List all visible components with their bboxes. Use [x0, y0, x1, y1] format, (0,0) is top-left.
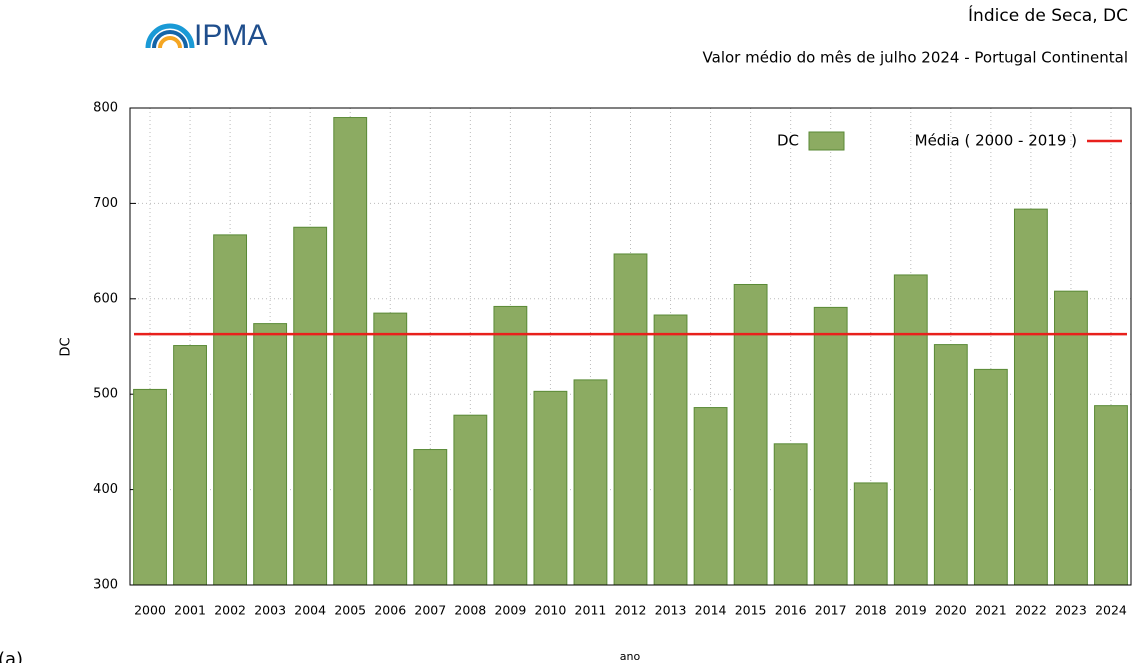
bar	[813, 306, 848, 586]
x-tick-label: 2005	[334, 603, 366, 618]
bar	[533, 390, 568, 586]
bar	[773, 443, 808, 586]
logo-arc	[158, 36, 182, 49]
bar	[853, 482, 888, 586]
x-axis-label: ano	[620, 650, 641, 663]
x-tick-label: 2014	[695, 603, 727, 618]
logo-arc	[145, 23, 195, 49]
bar	[253, 323, 288, 586]
panel-label: (a)	[0, 649, 23, 663]
bar	[213, 234, 248, 586]
bar	[613, 253, 648, 586]
x-tick-label: 2004	[294, 603, 326, 618]
x-tick-label: 2008	[454, 603, 486, 618]
y-tick-label: 400	[93, 482, 118, 497]
x-tick-label: 2007	[414, 603, 446, 618]
legend-label: Média ( 2000 - 2019 )	[915, 132, 1077, 150]
bar	[933, 344, 968, 586]
x-tick-label: 2009	[494, 603, 526, 618]
x-tick-label: 2016	[775, 603, 807, 618]
x-tick-label: 2002	[214, 603, 246, 618]
plot-frame	[129, 107, 1132, 586]
y-tick-label: 800	[93, 101, 118, 116]
bar	[133, 388, 167, 586]
bar	[1094, 405, 1128, 586]
y-tick-label: 600	[93, 291, 118, 306]
logo-text: IPMA	[194, 19, 267, 52]
x-tick-label: 2006	[374, 603, 406, 618]
y-axis-label: DC	[59, 337, 74, 356]
y-tick-label: 300	[93, 578, 118, 593]
x-tick-label: 2012	[615, 603, 647, 618]
bar	[693, 407, 728, 586]
x-tick-label: 2022	[1015, 603, 1047, 618]
legend-label: DC	[777, 132, 799, 150]
x-tick-label: 2017	[815, 603, 847, 618]
chart-subtitle: Valor médio do mês de julho 2024 - Portu…	[703, 49, 1128, 67]
x-tick-label: 2024	[1095, 603, 1127, 618]
chart-title: Índice de Seca, DC	[968, 4, 1128, 26]
x-tick-label: 2019	[895, 603, 927, 618]
legend-swatch	[808, 131, 845, 151]
bar	[733, 283, 768, 586]
bar	[1013, 208, 1048, 586]
x-tick-label: 2021	[975, 603, 1007, 618]
x-tick-label: 2023	[1055, 603, 1087, 618]
x-tick-label: 2001	[174, 603, 206, 618]
bar	[453, 414, 488, 586]
y-tick-label: 500	[93, 387, 118, 402]
x-tick-label: 2013	[655, 603, 687, 618]
x-tick-label: 2010	[535, 603, 567, 618]
logo: IPMA	[145, 19, 267, 52]
bar	[1054, 290, 1088, 586]
x-tick-label: 2018	[855, 603, 887, 618]
bar	[373, 312, 408, 586]
bar	[653, 314, 688, 586]
x-tick-label: 2000	[134, 603, 166, 618]
x-tick-label: 2011	[575, 603, 607, 618]
x-tick-label: 2020	[935, 603, 967, 618]
y-tick-label: 700	[93, 196, 118, 211]
bar	[413, 449, 448, 586]
logo-arc	[152, 30, 188, 49]
x-tick-label: 2003	[254, 603, 286, 618]
x-tick-label: 2015	[735, 603, 767, 618]
bar	[493, 305, 528, 586]
bar	[573, 379, 608, 586]
bar	[973, 368, 1008, 586]
bar	[333, 117, 368, 586]
bar	[893, 274, 928, 586]
bar	[173, 345, 207, 586]
bar	[293, 226, 328, 586]
